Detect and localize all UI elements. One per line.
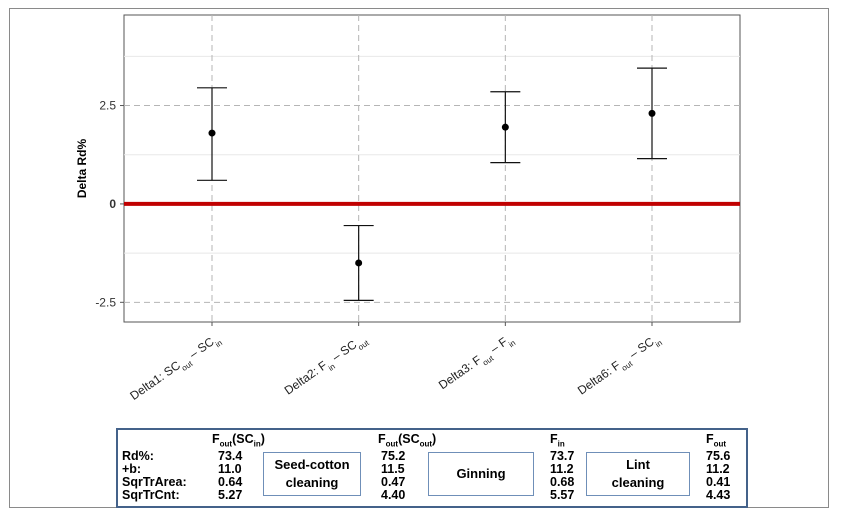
value-rd-col2: 75.2 <box>381 449 406 463</box>
stage-ginning: Ginning <box>428 452 534 496</box>
error-bar-chart: -2.5 0 2.5 Delta Rd% Delta1: SCout – SCin Del… <box>75 14 741 406</box>
value-b-col4: 11.2 <box>706 462 730 476</box>
xtick-label-2: Delta2: Fin – SCout <box>282 331 371 401</box>
value-cnt-col2: 4.40 <box>381 488 406 502</box>
value-rd-col4: 75.6 <box>706 449 731 463</box>
value-rd-col3: 73.7 <box>550 449 575 463</box>
row-label-b: +b: <box>122 462 142 476</box>
value-area-col3: 0.68 <box>550 475 575 489</box>
column-header-4: Fout <box>706 432 727 449</box>
value-cnt-col3: 5.57 <box>550 488 575 502</box>
mean-point-2 <box>355 259 363 267</box>
ytick-label-1: 0 <box>109 197 116 211</box>
value-area-col2: 0.47 <box>381 475 406 489</box>
column-header-3: Fin <box>550 432 565 449</box>
value-area-col4: 0.41 <box>706 475 731 489</box>
value-cnt-col1: 5.27 <box>218 488 243 502</box>
xtick-label-3: Delta3: Fout – Fin <box>436 331 517 395</box>
ytick-label-2: 2.5 <box>99 99 116 113</box>
row-label-sqrtrarea: SqrTrArea: <box>122 475 187 489</box>
summary-table: Fout(SCin) Fout(SCout) Fin Fout Rd%: +b:… <box>116 428 748 508</box>
mean-point-3 <box>501 123 509 131</box>
value-cnt-col4: 4.43 <box>706 488 731 502</box>
y-axis-label: Delta Rd% <box>75 138 89 198</box>
row-label-rd: Rd%: <box>122 449 154 463</box>
ytick-label-0: -2.5 <box>95 295 116 309</box>
stage-seed-cotton-cleaning: Seed-cotton cleaning <box>263 452 361 496</box>
value-b-col2: 11.5 <box>381 462 405 476</box>
value-b-col1: 11.0 <box>218 462 242 476</box>
value-b-col3: 11.2 <box>550 462 574 476</box>
mean-point-4 <box>648 109 656 117</box>
mean-point-1 <box>208 129 216 137</box>
column-header-2: Fout(SCout) <box>378 432 437 449</box>
row-label-sqrtrcnt: SqrTrCnt: <box>122 488 180 502</box>
value-area-col1: 0.64 <box>218 475 243 489</box>
column-header-1: Fout(SCin) <box>212 432 265 449</box>
plot-panel <box>123 14 741 323</box>
stage-lint-cleaning: Lint cleaning <box>586 452 690 496</box>
value-rd-col1: 73.4 <box>218 449 243 463</box>
xtick-label-4: Delta6: Fout – SCin <box>575 331 664 400</box>
xtick-label-1: Delta1: SCout – SCin <box>127 331 223 406</box>
